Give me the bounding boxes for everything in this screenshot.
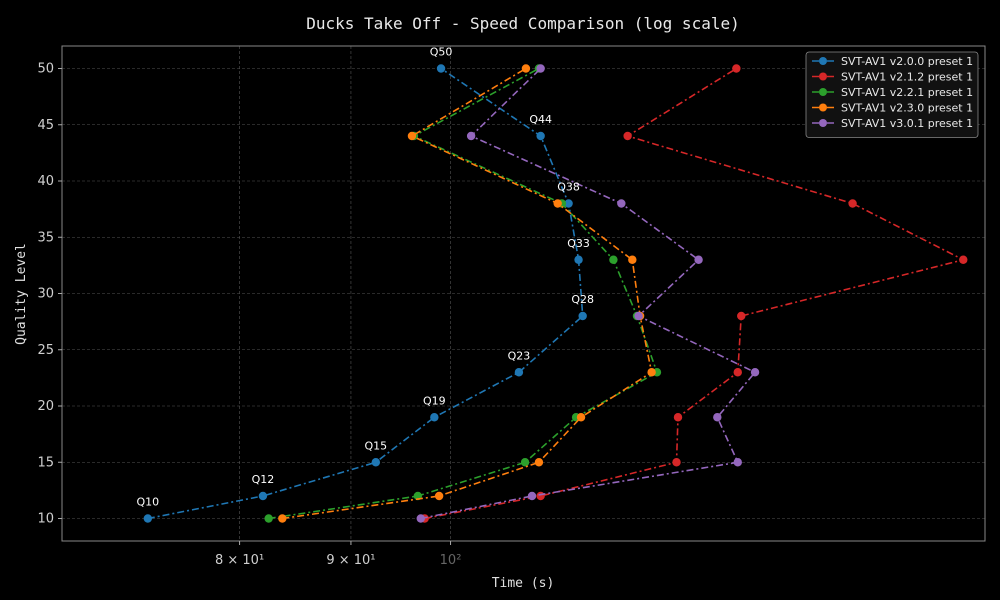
data-point [514,368,524,377]
y-tick-label: 50 [37,62,54,77]
chart-title: Ducks Take Off - Speed Comparison (log s… [306,14,739,33]
data-point [434,491,444,501]
y-tick-label: 15 [37,455,54,470]
point-annotation: Q15 [364,439,387,452]
data-point [576,413,586,422]
y-tick-label: 25 [37,343,54,358]
data-point [574,255,583,264]
legend: SVT-AV1 v2.0.0 preset 1 SVT-AV1 v2.1.2 pr… [805,51,979,138]
data-point [564,199,573,208]
data-point [694,255,703,264]
legend-label: SVT-AV1 v2.3.0 preset 1 [841,102,973,115]
y-tick-label: 20 [37,399,54,414]
y-tick-label: 35 [37,230,54,245]
legend-marker [819,88,827,96]
legend-label: SVT-AV1 v2.1.2 preset 1 [841,71,973,84]
legend-label: SVT-AV1 v3.0.1 preset 1 [841,117,973,130]
data-point [436,64,446,73]
data-point [737,311,746,321]
point-annotation: Q23 [508,349,531,362]
legend-marker [819,72,827,81]
data-point [521,64,531,73]
data-point [647,368,656,377]
series-1 [143,64,587,523]
y-tick-label: 40 [37,174,54,189]
data-point [672,458,681,467]
data-point [416,514,425,523]
data-point [278,514,287,523]
data-point [264,514,273,523]
x-axis: 8 × 10¹ 9 × 10¹ 10² [215,541,461,568]
y-tick-label: 10 [37,512,54,527]
point-annotation: Q38 [557,181,580,194]
data-point [466,131,476,141]
point-annotation: Q10 [136,496,159,509]
data-point [628,255,637,264]
data-point [733,368,742,377]
data-point [623,131,632,141]
data-point [634,311,643,321]
data-point [733,458,742,467]
data-point [959,255,968,264]
point-annotation: Q33 [567,237,590,250]
series-line [282,67,653,520]
data-point [534,458,544,467]
data-point [713,413,722,422]
series-line [268,67,658,520]
point-annotation: Q44 [529,113,552,126]
data-point [609,255,618,264]
series-line [147,67,584,520]
data-point [848,199,857,208]
series-5 [416,64,760,523]
point-annotation: Q19 [423,394,446,407]
data-point [258,491,268,501]
x-tick-label: 8 × 10¹ [215,553,264,568]
legend-label: SVT-AV1 v2.0.0 preset 1 [841,55,973,68]
legend-label: SVT-AV1 v2.2.1 preset 1 [841,86,973,99]
point-annotation: Q50 [430,46,453,59]
annotation-group: Q10 Q12 Q15 Q19 Q23 Q28 Q33 Q38 Q44 Q50 [136,46,594,509]
y-axis-label: Quality Level [14,243,29,345]
legend-marker [819,103,827,112]
data-point [536,131,545,141]
data-point [536,491,545,501]
data-point [750,368,760,377]
x-tick-label: 9 × 10¹ [326,553,375,568]
data-point [371,458,381,467]
y-tick-label: 30 [37,287,54,302]
point-annotation: Q12 [252,473,275,486]
y-axis: 10 15 20 25 30 35 40 45 50 [37,62,62,527]
data-point [407,131,417,141]
data-point [143,514,153,523]
data-point [536,64,545,73]
x-tick-label: 10² [440,553,462,568]
data-point [732,64,741,73]
data-point [673,413,683,422]
data-point [430,413,439,422]
y-tick-label: 45 [37,118,54,133]
point-annotation: Q28 [571,293,594,306]
legend-marker [819,57,827,65]
data-point [527,491,537,501]
data-point [578,311,587,321]
legend-frame [805,51,979,138]
x-axis-label: Time (s) [492,576,555,591]
series-line [424,67,966,520]
data-point [520,458,530,467]
data-point [553,199,562,208]
data-point [617,199,626,208]
series-group [143,64,968,523]
legend-marker [819,119,827,127]
